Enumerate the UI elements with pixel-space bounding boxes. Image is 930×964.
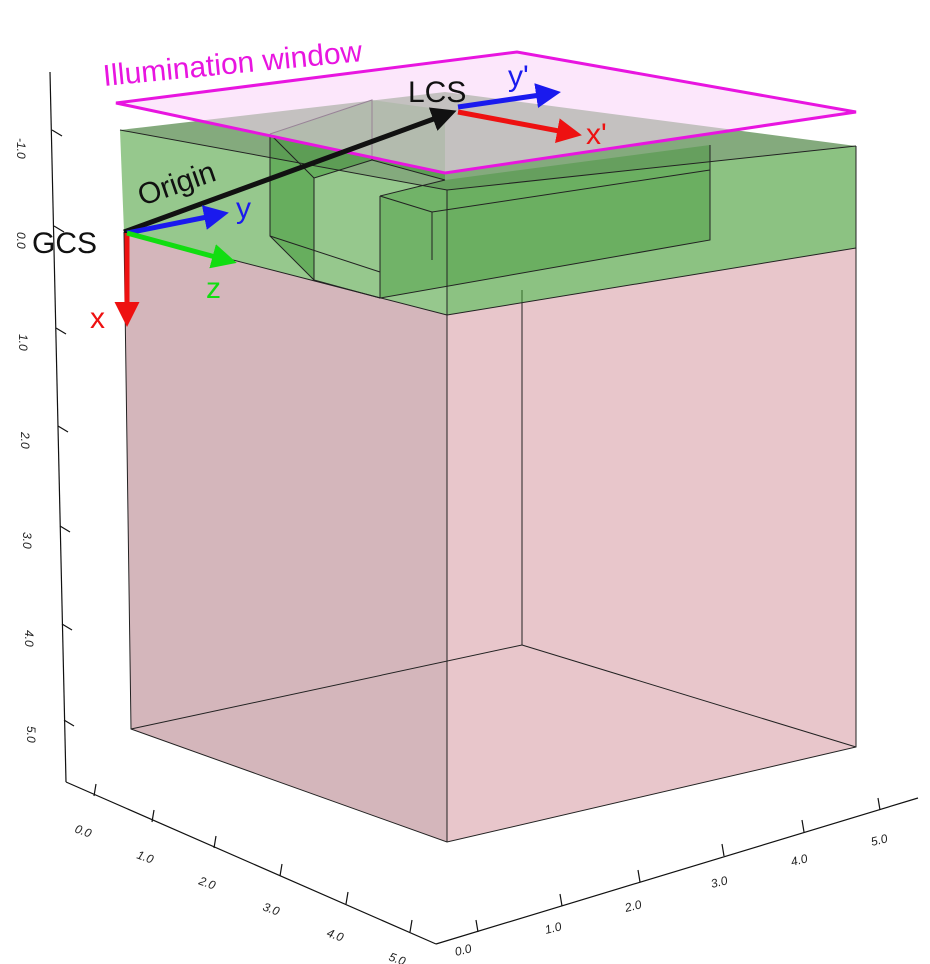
left-depth-tick-label: 0.0 <box>73 822 94 841</box>
x-prime-label: x' <box>586 118 607 151</box>
x-prime-arrow <box>457 109 582 143</box>
y-axis-arrow <box>126 205 229 236</box>
left-depth-tick-label: 2.0 <box>196 873 218 892</box>
axis-frame <box>49 71 919 945</box>
green-layer-right <box>447 146 856 315</box>
left-depth-tick-label: 4.0 <box>325 926 346 945</box>
global-coordinate-system: GCS x y z <box>32 192 251 335</box>
vertical-tick-label: 3.0 <box>20 532 34 549</box>
y-axis-label: y <box>236 192 251 225</box>
vertical-tick-label: 4.0 <box>22 630 36 647</box>
y-prime-label: y' <box>508 60 529 93</box>
left-depth-axis-line <box>65 781 437 945</box>
vertical-tick-label: 0.0 <box>14 232 28 249</box>
right-depth-axis-line <box>435 797 919 945</box>
z-axis-arrow <box>126 230 237 269</box>
y-prime-arrow <box>457 83 561 110</box>
right-depth-tick-label: 1.0 <box>543 919 563 937</box>
vertical-axis-line <box>49 71 67 783</box>
right-depth-tick-label: 2.0 <box>622 897 643 915</box>
vertical-tick-label: 2.0 <box>18 431 32 449</box>
vertical-axis-ticks: -1.0 0.0 1.0 2.0 3.0 4.0 5.0 <box>14 138 38 743</box>
local-coordinate-system: LCS x' y' <box>408 60 607 151</box>
left-depth-tick-label: 1.0 <box>135 848 156 867</box>
vertical-tick-label: 1.0 <box>16 334 30 351</box>
vertical-tick-label: 5.0 <box>24 726 38 743</box>
origin-vector <box>123 107 457 235</box>
x-axis-label: x <box>90 302 105 335</box>
green-layer-front <box>120 130 447 315</box>
left-depth-tick-label: 3.0 <box>261 900 282 919</box>
left-depth-axis-ticks: 0.0 1.0 2.0 3.0 4.0 5.0 <box>73 822 408 964</box>
illumination-window-plane <box>115 50 857 175</box>
left-depth-tick-label: 5.0 <box>387 950 408 964</box>
substrate-right-face <box>447 248 856 842</box>
right-depth-tick-label: 0.0 <box>453 941 473 959</box>
right-depth-tick-label: 5.0 <box>869 831 889 849</box>
z-axis-label: z <box>206 272 221 305</box>
gcs-label: GCS <box>32 227 97 260</box>
lcs-label: LCS <box>408 76 466 109</box>
substrate-front-face <box>124 232 447 842</box>
right-depth-axis-ticks: 0.0 1.0 2.0 3.0 4.0 5.0 <box>453 831 889 959</box>
substrate-block <box>123 231 857 843</box>
vertical-tick-label: -1.0 <box>14 138 28 159</box>
right-depth-tick-label: 3.0 <box>709 873 729 891</box>
right-depth-tick-label: 4.0 <box>789 851 809 869</box>
